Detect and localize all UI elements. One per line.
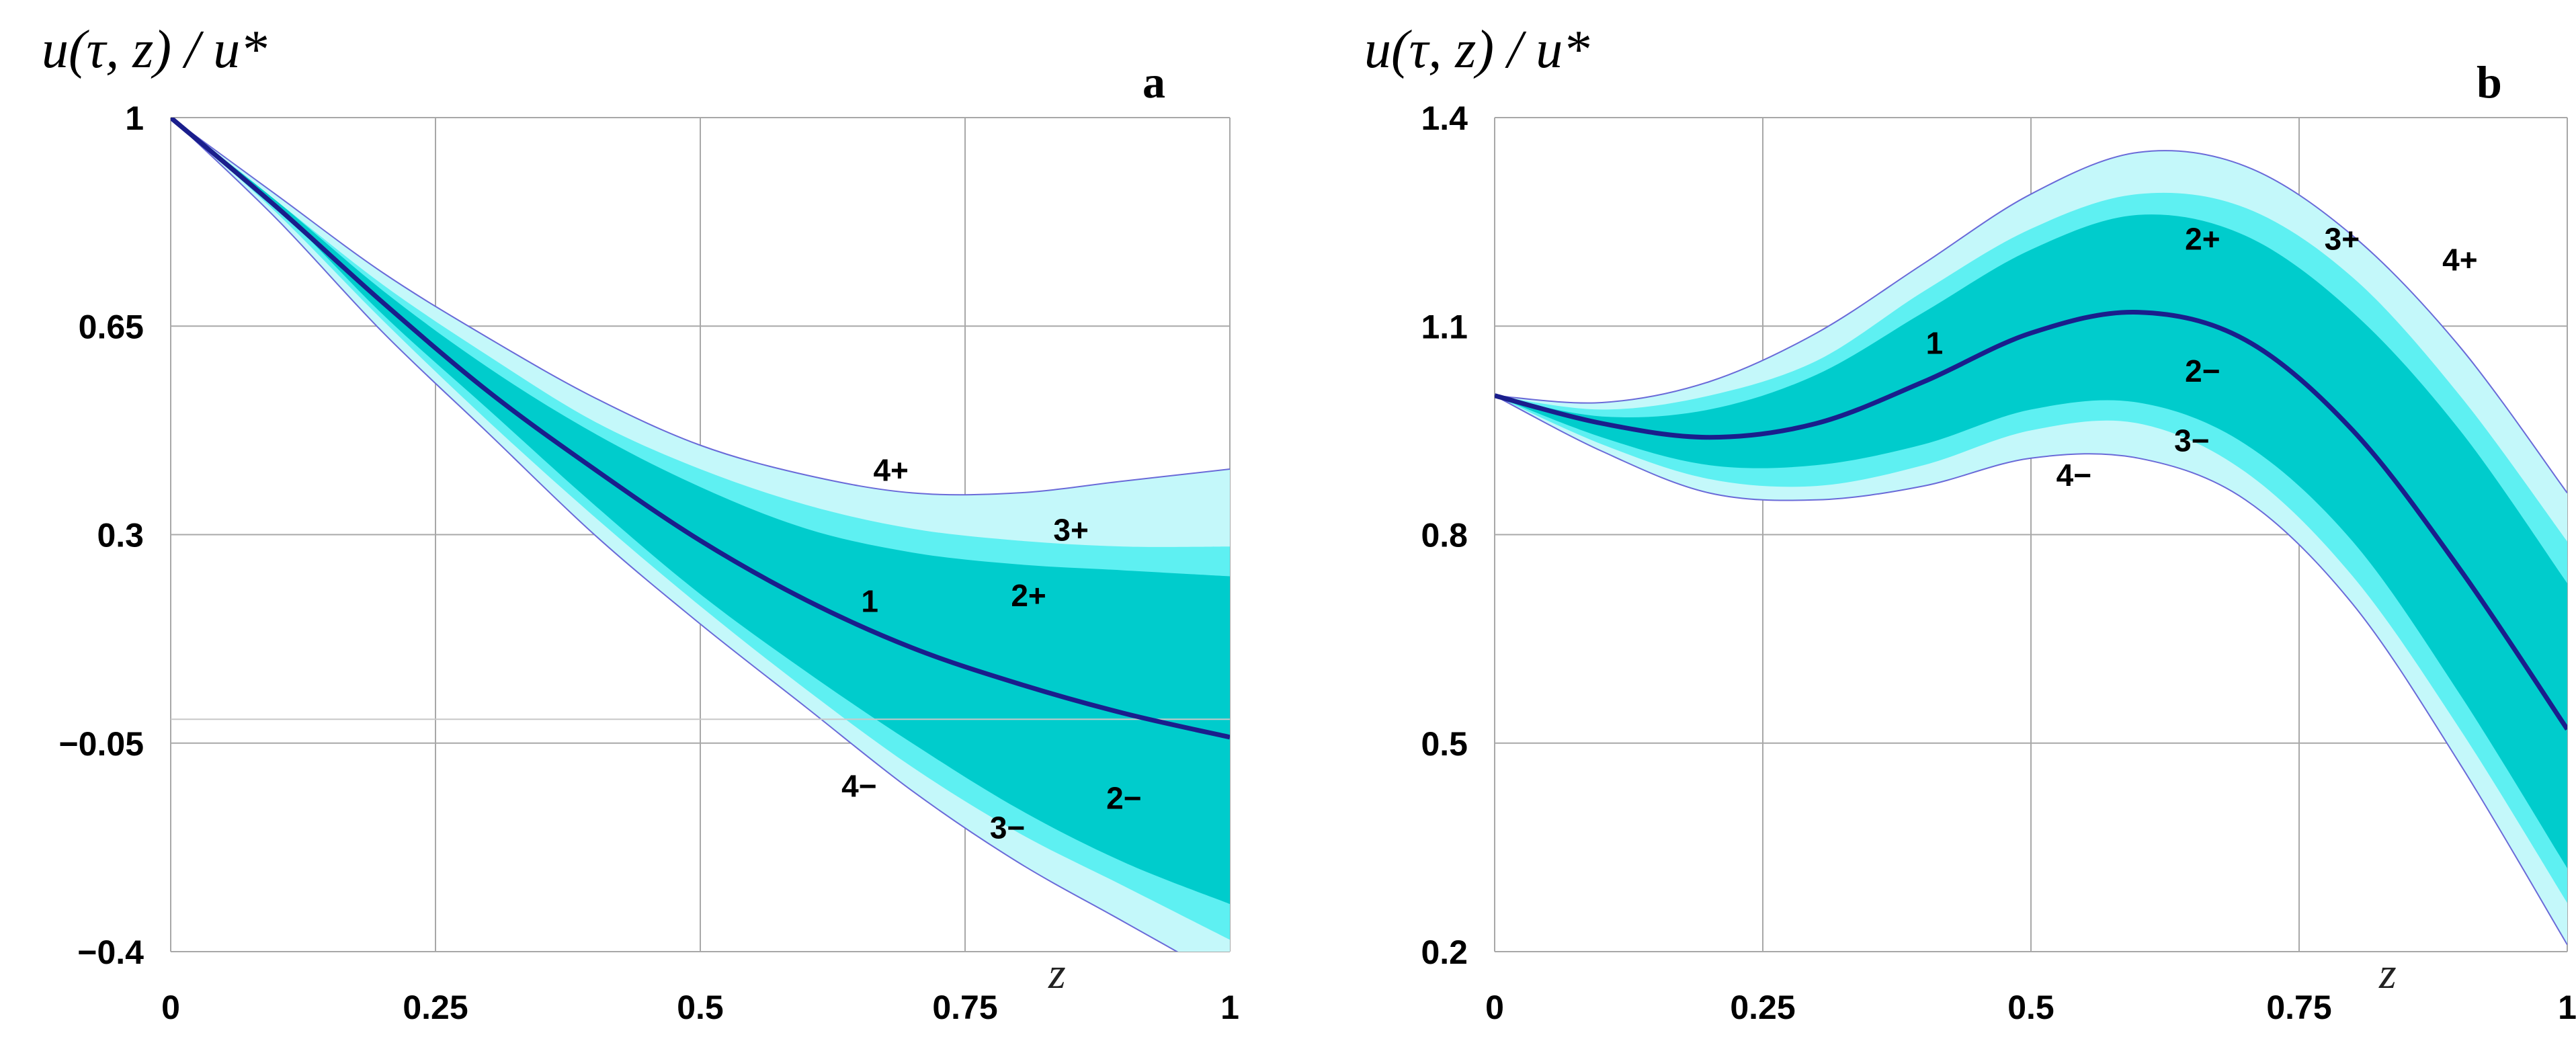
pa-curve-label: 4− <box>841 769 876 804</box>
pa-x-tick-label: 0.5 <box>677 989 724 1026</box>
panel-a-x-axis-label: z <box>1048 949 1066 998</box>
pa-curve-4plus <box>171 118 1230 496</box>
panel-a-x-tick-labels: 0 0.25 0.5 0.75 1 <box>161 989 1239 1026</box>
panel-b: 0.2 0.5 0.8 1.1 1.4 0 0.25 0.5 0.75 1 4+ 3+ 2+ 1 2− 3… <box>1364 20 2576 1026</box>
pb-curve-label: 4+ <box>2442 243 2477 278</box>
pa-x-tick-label: 0 <box>161 989 180 1026</box>
pa-y-tick-label: 0.3 <box>97 517 144 554</box>
pa-curve-label: 4+ <box>873 453 908 488</box>
pb-x-tick-label: 1 <box>2558 989 2576 1026</box>
pa-y-tick-label: −0.4 <box>77 933 144 971</box>
pb-x-tick-label: 0.25 <box>1730 989 1795 1026</box>
pa-y-tick-label: 0.65 <box>79 308 144 345</box>
panel-a-curve-labels: 4+ 3+2+ 1 2− 3− 4− <box>841 453 1141 845</box>
panel-a-y-axis-label: u(τ, z) / u* <box>42 20 267 79</box>
panel-b-y-tick-labels: 0.2 0.5 0.8 1.1 1.4 <box>1421 99 1468 971</box>
panel-b-tag: b <box>2477 56 2502 108</box>
pa-curve-label: 1 <box>861 584 878 619</box>
pb-curve-label: 2− <box>2185 354 2220 388</box>
pb-x-tick-label: 0.75 <box>2266 989 2331 1026</box>
panel-a-tag: a <box>1142 56 1165 108</box>
panel-a-curve-1 <box>171 118 1230 740</box>
pa-y-tick-label: −0.05 <box>58 725 144 763</box>
panel-a-y-tick-labels: −0.4 −0.05 0.3 0.65 1 <box>58 99 144 971</box>
pa-x-tick-label: 1 <box>1220 989 1239 1026</box>
pb-y-tick-label: 0.8 <box>1421 517 1468 554</box>
pa-band-2 <box>171 118 1230 905</box>
pb-y-tick-label: 0.5 <box>1421 725 1468 763</box>
pb-curve-label: 2+ <box>2185 221 2220 256</box>
pb-curve-4minus <box>1495 394 2567 946</box>
panel-b-curve-labels: 4+ 3+ 2+ 1 2− 3− 4− <box>1926 221 2478 493</box>
pb-curve-label: 3+ <box>2325 221 2360 256</box>
panel-b-curve-1 <box>1495 309 2567 731</box>
panel-a-bands <box>171 118 1230 952</box>
panel-b-x-tick-labels: 0 0.25 0.5 0.75 1 <box>1485 989 2576 1026</box>
pa-curve-label: 3+ <box>1053 512 1088 547</box>
pa-x-tick-label: 0.25 <box>403 989 468 1026</box>
panel-b-y-axis-label: u(τ, z) / u* <box>1364 20 1589 79</box>
pb-x-tick-label: 0.5 <box>2007 989 2054 1026</box>
pa-curve-4minus <box>171 118 1179 952</box>
pb-y-tick-label: 0.2 <box>1421 933 1468 971</box>
panel-a: −0.4 −0.05 0.3 0.65 1 0 0.25 0.5 0.75 1 4+ 3+2+ 1 2… <box>42 20 1239 1026</box>
pb-curve-label: 1 <box>1926 326 1944 361</box>
pb-curve-label: 4− <box>2056 458 2091 493</box>
panel-a-band-edges <box>171 118 1230 952</box>
pb-x-tick-label: 0 <box>1485 989 1504 1026</box>
pb-curve-4plus <box>1495 150 2567 494</box>
panel-b-band-edges <box>1495 150 2567 946</box>
pa-curve-label: 2+ <box>1011 578 1046 613</box>
pa-y-tick-label: 1 <box>125 99 144 137</box>
pa-x-tick-label: 0.75 <box>932 989 997 1026</box>
pa-curve-label: 2− <box>1106 780 1141 815</box>
pb-y-tick-label: 1.1 <box>1421 308 1468 345</box>
panel-b-x-axis-label: z <box>2378 949 2397 998</box>
pa-curve-label: 3− <box>990 811 1025 845</box>
pb-curve-label: 3− <box>2174 423 2209 458</box>
pb-y-tick-label: 1.4 <box>1421 99 1468 137</box>
